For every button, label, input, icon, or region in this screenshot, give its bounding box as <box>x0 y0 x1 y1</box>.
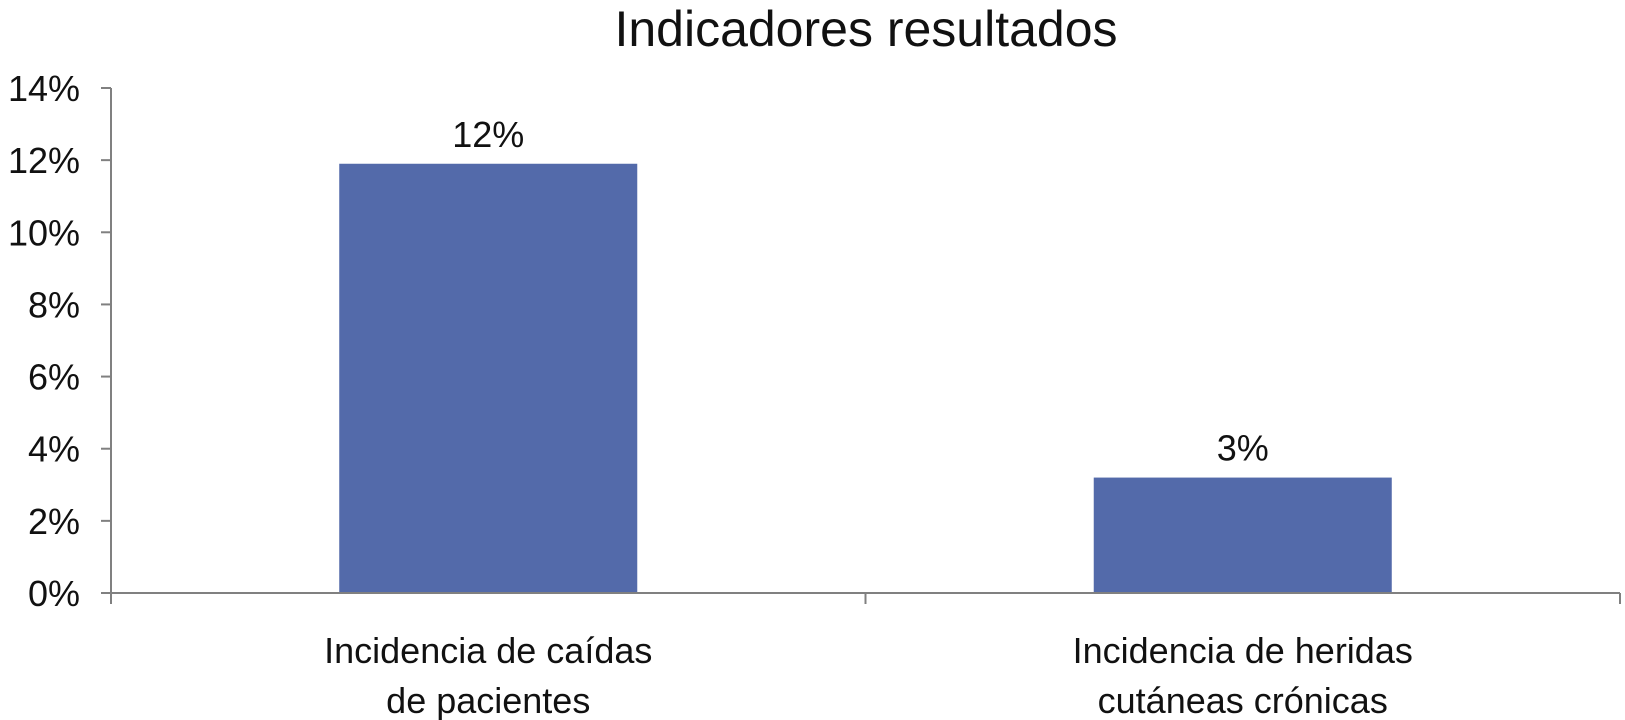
labels-group: 0% 2% 4% 6% 8% 10% 12% 14% 12% Incidencia de caíd… <box>8 68 1413 720</box>
data-label: 3% <box>1217 428 1269 469</box>
bars-group <box>339 163 1392 593</box>
y-tick-label: 4% <box>28 429 80 470</box>
y-tick-label: 12% <box>8 140 80 181</box>
y-tick-label: 6% <box>28 357 80 398</box>
y-tick-label: 14% <box>8 68 80 109</box>
chart-title: Indicadores resultados <box>614 1 1117 57</box>
bar <box>1093 477 1392 593</box>
y-tick-label: 2% <box>28 501 80 542</box>
data-label: 12% <box>452 114 524 155</box>
axes-group <box>101 87 1621 604</box>
y-tick-label: 10% <box>8 212 80 253</box>
x-category-label: Incidencia de heridas <box>1073 630 1413 671</box>
y-tick-label: 8% <box>28 284 80 325</box>
bar <box>339 163 638 593</box>
y-tick-label: 0% <box>28 573 80 614</box>
x-category-label: cutáneas crónicas <box>1098 680 1388 720</box>
x-category-label: de pacientes <box>386 680 590 720</box>
x-category-label: Incidencia de caídas <box>324 630 652 671</box>
